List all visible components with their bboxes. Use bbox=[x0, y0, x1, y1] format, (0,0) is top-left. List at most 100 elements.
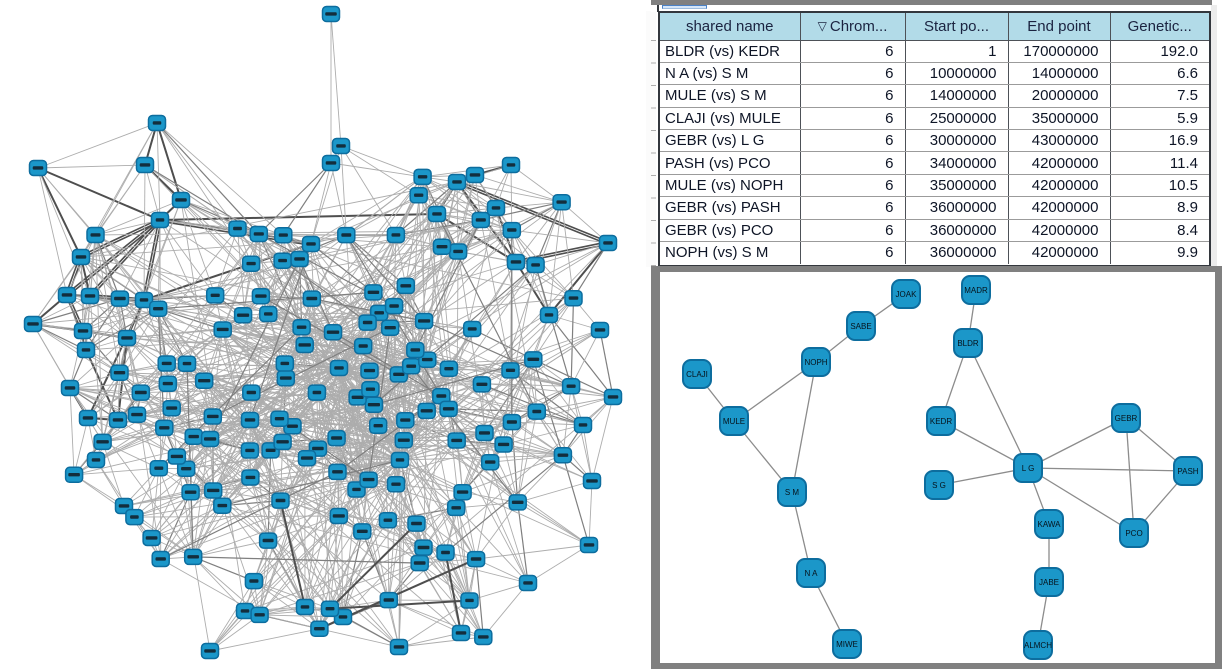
table-cell[interactable]: 35000000 bbox=[904, 174, 1008, 198]
overview-node[interactable] bbox=[150, 211, 170, 229]
overview-node[interactable] bbox=[396, 411, 415, 429]
table-cell[interactable]: 11.4 bbox=[1109, 151, 1209, 175]
table-cell[interactable]: 8.4 bbox=[1109, 219, 1209, 243]
overview-node[interactable] bbox=[142, 529, 161, 547]
table-cell[interactable]: N A (vs) S M bbox=[660, 62, 800, 86]
overview-node[interactable] bbox=[579, 536, 599, 554]
overview-node[interactable] bbox=[147, 114, 167, 132]
overview-node[interactable] bbox=[321, 154, 341, 172]
overview-node[interactable] bbox=[301, 235, 321, 253]
table-cell[interactable]: 42000000 bbox=[1007, 151, 1110, 175]
overview-node[interactable] bbox=[390, 451, 410, 469]
table-cell[interactable]: 6 bbox=[799, 241, 905, 264]
table-cell[interactable]: 6 bbox=[799, 62, 905, 86]
overview-node[interactable] bbox=[506, 253, 526, 271]
detail-edge[interactable] bbox=[1125, 417, 1135, 534]
overview-node[interactable] bbox=[183, 548, 203, 566]
overview-node[interactable] bbox=[427, 205, 447, 223]
table-cell[interactable]: 6 bbox=[799, 84, 905, 108]
table-cell[interactable]: 6 bbox=[799, 107, 905, 131]
overview-node[interactable] bbox=[181, 484, 200, 501]
overview-node[interactable] bbox=[439, 360, 459, 378]
overview-network-canvas[interactable] bbox=[0, 0, 646, 669]
overview-node[interactable] bbox=[213, 321, 232, 338]
table-row[interactable]: GEBR (vs) PCO 6 36000000 42000000 8.4 bbox=[660, 219, 1209, 243]
overview-node[interactable] bbox=[171, 191, 191, 209]
table-cell[interactable]: 170000000 bbox=[1007, 40, 1110, 63]
detail-node-jabe[interactable]: JABE bbox=[1034, 567, 1064, 597]
detail-node-s-m[interactable]: S M bbox=[777, 477, 807, 507]
overview-node[interactable] bbox=[465, 166, 485, 184]
overview-node[interactable] bbox=[471, 211, 491, 229]
overview-node[interactable] bbox=[71, 248, 91, 266]
overview-node[interactable] bbox=[410, 554, 429, 572]
detail-node-miwe[interactable]: MIWE bbox=[832, 629, 862, 659]
overview-node[interactable] bbox=[200, 430, 220, 448]
overview-node[interactable] bbox=[561, 378, 581, 395]
overview-node[interactable] bbox=[323, 324, 343, 341]
overview-node[interactable] bbox=[472, 376, 492, 393]
overview-node[interactable] bbox=[203, 482, 223, 499]
table-cell[interactable]: 9.9 bbox=[1109, 241, 1209, 264]
overview-node[interactable] bbox=[80, 287, 100, 305]
overview-node[interactable] bbox=[158, 375, 178, 392]
overview-node[interactable] bbox=[417, 402, 436, 420]
overview-node[interactable] bbox=[131, 384, 151, 401]
overview-node[interactable] bbox=[364, 284, 383, 301]
overview-node[interactable] bbox=[240, 442, 260, 459]
overview-node[interactable] bbox=[328, 463, 347, 481]
overview-node[interactable] bbox=[432, 387, 451, 405]
overview-node[interactable] bbox=[213, 497, 232, 514]
overview-node[interactable] bbox=[327, 429, 346, 447]
column-header-3[interactable]: End point bbox=[1007, 13, 1110, 41]
table-row[interactable]: MULE (vs) NOPH 6 35000000 42000000 10.5 bbox=[660, 174, 1209, 198]
detail-network-canvas[interactable]: JOAK MADR SABE NOPH BLDR CLAJI MULE KEDR GEBR L G… bbox=[660, 272, 1215, 663]
detail-node-shape[interactable] bbox=[796, 558, 826, 588]
overview-node[interactable] bbox=[28, 159, 48, 177]
overview-node[interactable] bbox=[553, 447, 573, 464]
table-cell[interactable]: 192.0 bbox=[1109, 40, 1209, 63]
overview-node[interactable] bbox=[480, 453, 500, 471]
table-cell[interactable]: 42000000 bbox=[1007, 241, 1110, 264]
overview-node[interactable] bbox=[389, 638, 409, 656]
table-cell[interactable]: 6 bbox=[799, 151, 905, 175]
table-cell[interactable]: 5.9 bbox=[1109, 107, 1209, 131]
detail-node-shape[interactable] bbox=[1119, 518, 1149, 548]
detail-node-shape[interactable] bbox=[719, 406, 749, 436]
overview-node[interactable] bbox=[337, 226, 356, 244]
detail-node-joak[interactable]: JOAK bbox=[891, 279, 921, 309]
overview-node[interactable] bbox=[110, 364, 129, 382]
overview-node[interactable] bbox=[502, 221, 522, 239]
table-cell[interactable]: GEBR (vs) PASH bbox=[660, 196, 800, 220]
detail-node-n-a[interactable]: N A bbox=[796, 558, 826, 588]
overview-node[interactable] bbox=[295, 336, 314, 354]
overview-node[interactable] bbox=[432, 238, 452, 256]
overview-node[interactable] bbox=[552, 193, 571, 211]
detail-edge[interactable] bbox=[967, 342, 1029, 469]
overview-node[interactable] bbox=[573, 416, 593, 434]
overview-node[interactable] bbox=[295, 598, 315, 616]
detail-edge[interactable] bbox=[1027, 467, 1189, 472]
detail-network-svg[interactable]: JOAK MADR SABE NOPH BLDR CLAJI MULE KEDR GEBR L G… bbox=[660, 272, 1215, 663]
overview-node[interactable] bbox=[358, 314, 377, 331]
overview-node[interactable] bbox=[205, 287, 225, 304]
overview-node[interactable] bbox=[78, 409, 98, 427]
overview-node[interactable] bbox=[466, 550, 486, 568]
overview-node[interactable] bbox=[439, 400, 458, 418]
overview-node[interactable] bbox=[603, 388, 623, 406]
table-cell[interactable]: 6 bbox=[799, 196, 905, 220]
detail-node-gebr[interactable]: GEBR bbox=[1111, 403, 1141, 433]
overview-node[interactable] bbox=[244, 572, 264, 590]
table-cell[interactable]: 30000000 bbox=[904, 129, 1008, 153]
detail-node-shape[interactable] bbox=[1111, 403, 1141, 433]
overview-node[interactable] bbox=[242, 384, 261, 401]
detail-node-shape[interactable] bbox=[801, 347, 831, 377]
detail-edge[interactable] bbox=[791, 361, 817, 493]
overview-node[interactable] bbox=[273, 252, 292, 269]
overview-node[interactable] bbox=[446, 499, 466, 517]
detail-node-shape[interactable] bbox=[891, 279, 921, 309]
overview-node[interactable] bbox=[320, 600, 340, 618]
table-row[interactable]: BLDR (vs) KEDR 6 1 170000000 192.0 bbox=[660, 40, 1209, 63]
table-cell[interactable]: BLDR (vs) KEDR bbox=[660, 40, 800, 63]
detail-node-shape[interactable] bbox=[1034, 509, 1064, 539]
